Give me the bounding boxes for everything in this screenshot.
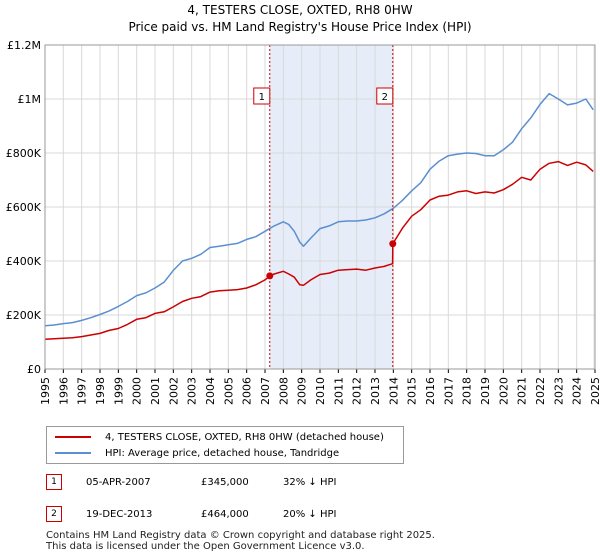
legend-line-property	[55, 436, 91, 438]
x-tick-label: 2012	[351, 377, 364, 405]
y-tick-label: £600K	[6, 201, 42, 214]
sale-label: 1	[259, 92, 265, 103]
x-tick-label: 1995	[39, 377, 52, 405]
x-tick-label: 1998	[94, 377, 107, 405]
x-tick-label: 2004	[204, 377, 217, 405]
plot-frame	[44, 44, 596, 370]
y-tick-label: £1M	[18, 93, 42, 106]
x-tick-label: 2024	[571, 377, 584, 405]
x-tick-label: 1999	[112, 377, 125, 405]
hpi-line	[44, 92, 594, 327]
transaction-delta: 32% ↓ HPI	[283, 476, 337, 488]
sale-label-box	[253, 87, 271, 105]
x-tick-label: 2017	[442, 377, 455, 405]
legend-line-hpi	[55, 452, 91, 454]
x-tick-label: 2005	[222, 377, 235, 405]
y-tick-label: £400K	[6, 255, 42, 268]
transaction-badge: 2	[46, 506, 62, 522]
x-tick-label: 2018	[461, 377, 474, 405]
legend-item-property: 4, TESTERS CLOSE, OXTED, RH8 0HW (detach…	[55, 429, 384, 445]
x-tick-label: 2023	[552, 377, 565, 405]
transaction-delta: 20% ↓ HPI	[283, 508, 337, 520]
chart-title-line2: Price paid vs. HM Land Registry's House …	[128, 20, 472, 34]
x-tick-label: 2021	[516, 377, 529, 405]
x-tick-label: 2003	[186, 377, 199, 405]
x-tick-label: 2002	[167, 377, 180, 405]
sale-label: 2	[382, 92, 388, 103]
legend-item-hpi: HPI: Average price, detached house, Tand…	[55, 445, 339, 461]
chart-area: 1 2 £0 £200K £400K £600K £800K £1M £1.2M 1995 199…	[6, 39, 600, 405]
footer-line2: This data is licensed under the Open Gov…	[46, 541, 365, 552]
x-tick-label: 2011	[332, 377, 345, 405]
transaction-price: £464,000	[201, 508, 249, 520]
legend-label-property: 4, TESTERS CLOSE, OXTED, RH8 0HW (detach…	[105, 431, 384, 443]
x-tick-label: 2019	[479, 377, 492, 405]
x-tick-label: 2015	[406, 377, 419, 405]
footer: Contains HM Land Registry data © Crown c…	[46, 530, 435, 552]
transaction-row: 1 05-APR-2007 £345,000 32% ↓ HPI	[46, 474, 336, 490]
sale-point	[266, 272, 274, 280]
x-tick-label: 2007	[259, 377, 272, 405]
chart-title-line1: 4, TESTERS CLOSE, OXTED, RH8 0HW	[187, 3, 413, 17]
x-tick-label: 1996	[57, 377, 70, 405]
x-tick-label: 2010	[314, 377, 327, 405]
transaction-date: 05-APR-2007	[86, 476, 151, 488]
x-tick-label: 2000	[131, 377, 144, 405]
y-tick-label: £0	[27, 363, 41, 376]
sale-label-box	[376, 87, 394, 105]
x-tick-label: 2014	[387, 377, 400, 405]
transaction-price: £345,000	[201, 476, 249, 488]
property-price-line	[44, 160, 594, 341]
transaction-date: 19-DEC-2013	[86, 508, 153, 520]
footer-line1: Contains HM Land Registry data © Crown c…	[46, 530, 435, 541]
legend: 4, TESTERS CLOSE, OXTED, RH8 0HW (detach…	[46, 426, 404, 464]
x-tick-label: 2009	[296, 377, 309, 405]
x-tick-label: 2025	[589, 377, 600, 405]
x-tick-label: 2008	[277, 377, 290, 405]
x-tick-label: 2001	[149, 377, 162, 405]
transaction-badge: 1	[46, 474, 62, 490]
y-tick-label: £200K	[6, 309, 42, 322]
x-tick-label: 2013	[369, 377, 382, 405]
y-tick-label: £1.2M	[7, 39, 41, 52]
x-tick-label: 2016	[424, 377, 437, 405]
sale-point	[389, 240, 397, 248]
y-tick-label: £800K	[6, 147, 42, 160]
transaction-row: 2 19-DEC-2013 £464,000 20% ↓ HPI	[46, 506, 336, 522]
x-tick-label: 2022	[534, 377, 547, 405]
x-tick-label: 2020	[497, 377, 510, 405]
legend-label-hpi: HPI: Average price, detached house, Tand…	[105, 447, 340, 459]
x-tick-label: 2006	[241, 377, 254, 405]
x-tick-label: 1997	[76, 377, 89, 405]
